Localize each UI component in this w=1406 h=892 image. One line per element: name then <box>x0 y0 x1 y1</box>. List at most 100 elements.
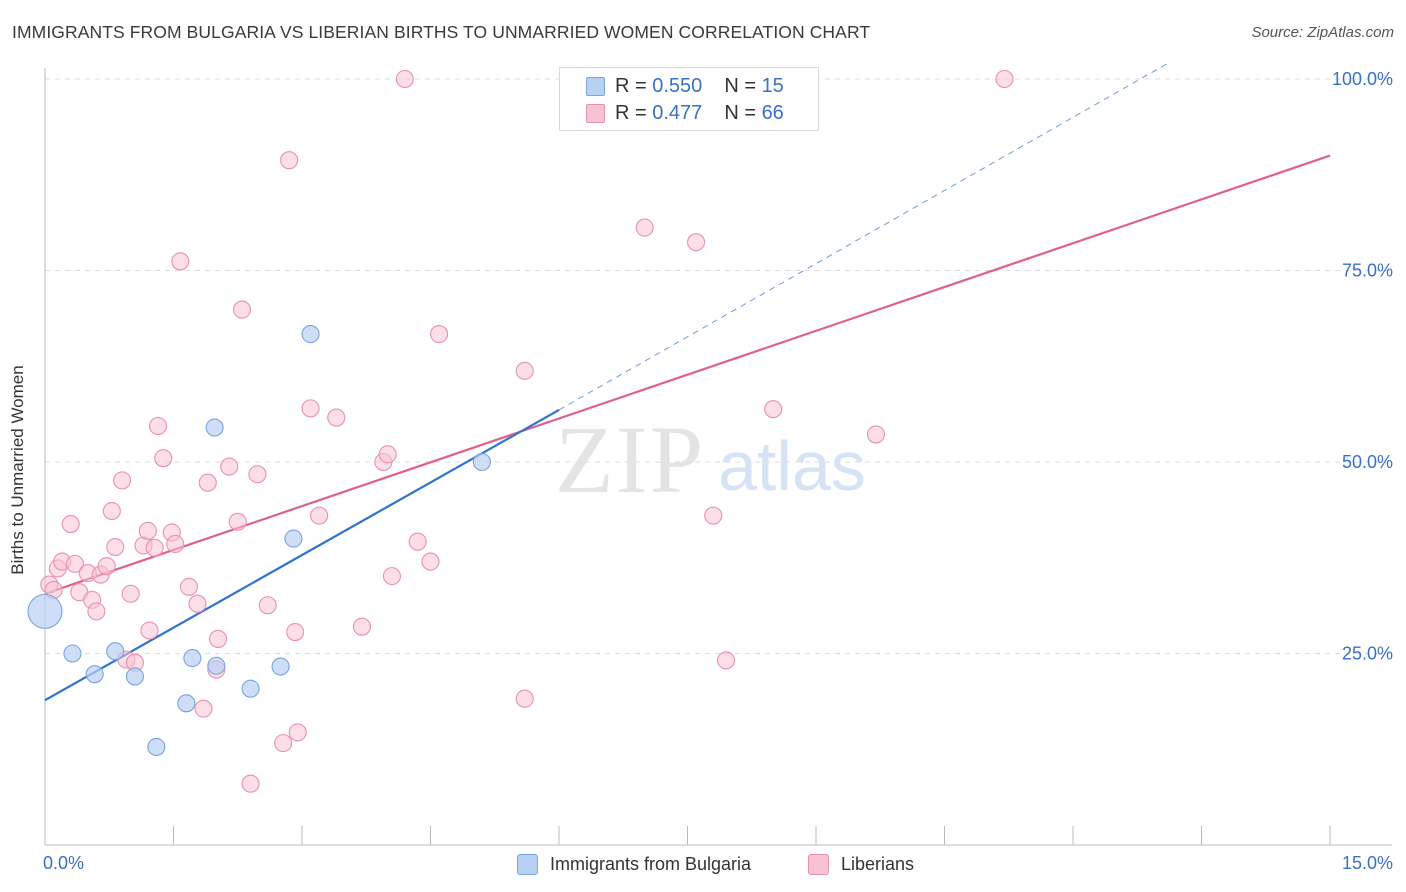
liberian-point <box>65 554 85 573</box>
liberians-legend-swatch <box>808 853 829 875</box>
liberian-point <box>704 506 723 525</box>
liberian-point <box>113 471 132 490</box>
bottom-legend-liberians: Liberians <box>808 852 914 876</box>
bulgaria-point <box>271 657 290 676</box>
liberians-legend-label: Liberians <box>841 853 915 874</box>
liberian-point <box>138 521 157 540</box>
bulgaria-legend-label: Immigrants from Bulgaria <box>550 853 752 874</box>
liberian-point <box>248 465 267 484</box>
chart-title: IMMIGRANTS FROM BULGARIA VS LIBERIAN BIR… <box>12 22 871 42</box>
y-tick-label: 50.0% <box>1342 452 1393 472</box>
liberian-point <box>764 400 783 419</box>
grid-lines <box>45 78 1392 654</box>
bulgaria-point <box>125 667 144 686</box>
liberian-point <box>241 774 260 793</box>
watermark: ZIP atlas <box>555 406 866 513</box>
bulgaria-point <box>205 418 224 437</box>
liberian-point <box>288 723 307 742</box>
liberian-point <box>515 689 534 708</box>
liberian-point <box>145 538 164 557</box>
bulgaria-point <box>106 642 125 661</box>
bulgaria-point <box>63 644 82 663</box>
liberian-point <box>166 534 185 554</box>
liberian-point <box>106 537 125 557</box>
bulgaria-point <box>85 665 104 684</box>
axes <box>44 68 1392 846</box>
liberian-point <box>232 300 252 319</box>
liberian-point <box>378 445 397 464</box>
n-label: N = <box>724 74 756 97</box>
liberian-point <box>421 552 440 571</box>
liberian-point <box>382 567 402 586</box>
bulgaria-point <box>207 656 226 675</box>
liberian-point <box>408 532 427 551</box>
liberian-point <box>220 457 239 476</box>
liberian-point <box>635 218 654 237</box>
liberian-point <box>327 408 346 427</box>
x-tick-label: 15.0% <box>1342 853 1393 873</box>
r-label: R = <box>615 74 647 97</box>
liberian-point <box>286 623 305 642</box>
liberian-point <box>194 699 213 718</box>
liberian-point <box>102 501 121 521</box>
liberian-point <box>61 514 80 534</box>
liberian-point <box>97 557 116 576</box>
legend-row-bulgaria: R = 0.550 N = 15 <box>586 73 784 99</box>
y-tick-label: 25.0% <box>1342 644 1393 664</box>
source-label: Source: ZipAtlas.com <box>1251 24 1394 41</box>
liberian-point <box>198 473 217 492</box>
liberian-point <box>228 512 247 531</box>
liberians-swatch <box>586 103 605 123</box>
r-label: R = <box>615 101 647 124</box>
bulgaria-point <box>147 737 166 757</box>
bulgaria-point <box>301 325 320 344</box>
liberian-point <box>274 734 293 753</box>
bulgaria-point <box>27 593 63 629</box>
liberian-point <box>280 151 299 170</box>
liberian-point <box>87 602 106 621</box>
liberian-point <box>179 577 198 596</box>
correlation-legend: R = 0.550 N = 15 R = 0.477 N = 66 <box>559 67 819 131</box>
liberian-point <box>140 621 159 640</box>
liberian-point <box>352 617 372 636</box>
liberian-point <box>995 69 1014 89</box>
bottom-legend-bulgaria: Immigrants from Bulgaria <box>517 852 751 876</box>
liberian-point <box>430 325 449 344</box>
tick-labels: 25.0% 50.0% 75.0% 100.0% 0.0% 15.0% <box>43 69 1393 873</box>
n-label: N = <box>724 101 756 124</box>
liberian-point <box>149 416 168 436</box>
bulgaria-point <box>183 649 202 668</box>
y-tick-label: 75.0% <box>1342 261 1393 281</box>
bulgaria-legend-swatch <box>517 853 538 875</box>
bulgaria-point <box>472 452 491 472</box>
liberian-point <box>171 252 190 271</box>
liberian-point <box>121 584 140 603</box>
n-value: 15 <box>761 74 784 97</box>
y-axis-label: Births to Unmarried Women <box>8 365 27 575</box>
bulgaria-point <box>284 529 303 548</box>
n-value: 66 <box>761 101 784 124</box>
liberian-point <box>515 361 534 380</box>
bulgaria-point <box>177 694 196 713</box>
watermark-atlas: atlas <box>718 427 866 505</box>
liberian-point <box>866 425 886 444</box>
y-tick-label: 100.0% <box>1332 69 1393 89</box>
watermark-zip: ZIP <box>555 406 705 513</box>
liberian-point <box>301 399 320 418</box>
bulgaria-swatch <box>586 76 605 96</box>
liberian-point <box>310 506 329 525</box>
liberian-point <box>154 449 173 468</box>
liberian-trend-line <box>44 154 1331 595</box>
liberian-point <box>188 594 207 613</box>
data-points <box>27 69 1014 793</box>
bulgaria-trend-extension <box>558 63 1168 411</box>
x-tick-label: 0.0% <box>43 853 84 873</box>
bulgaria-point <box>241 679 260 698</box>
liberian-point <box>716 651 736 670</box>
liberian-point <box>208 629 228 648</box>
r-value: 0.550 <box>652 74 703 97</box>
trend-lines <box>44 63 1331 702</box>
liberian-point <box>395 69 414 89</box>
legend-row-liberians: R = 0.477 N = 66 <box>586 100 784 126</box>
